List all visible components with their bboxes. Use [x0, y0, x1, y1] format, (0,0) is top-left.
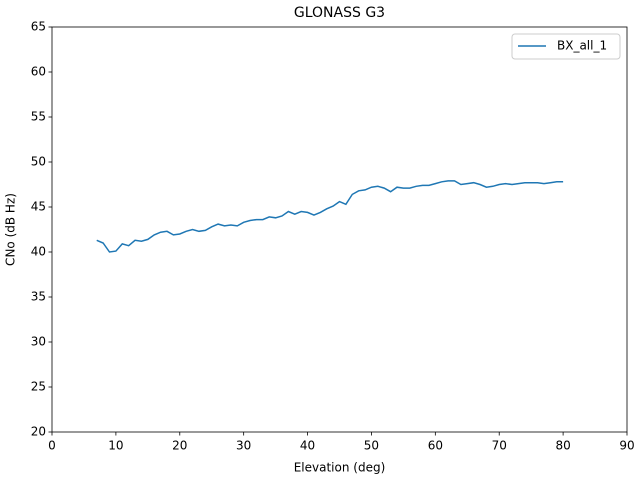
x-tick-label: 30: [236, 439, 251, 453]
chart-title: GLONASS G3: [294, 5, 385, 21]
y-tick-label: 40: [31, 245, 46, 259]
y-tick-label: 65: [31, 20, 46, 34]
y-tick-label: 50: [31, 155, 46, 169]
axes-frame: [51, 26, 628, 433]
y-tick-label: 25: [31, 380, 46, 394]
x-tick-label: 90: [619, 439, 634, 453]
legend-label: BX_all_1: [557, 39, 607, 53]
x-tick-label: 50: [364, 439, 379, 453]
x-tick-label: 10: [108, 439, 123, 453]
x-tick-label: 70: [492, 439, 507, 453]
y-tick-label: 55: [31, 110, 46, 124]
x-tick-label: 40: [300, 439, 315, 453]
legend-box: [511, 33, 621, 60]
x-tick-label: 0: [48, 439, 56, 453]
x-axis-label: Elevation (deg): [294, 461, 386, 475]
data-line: [96, 180, 564, 253]
x-tick-label: 80: [555, 439, 570, 453]
y-tick-label: 60: [31, 65, 46, 79]
y-tick-label: 35: [31, 290, 46, 304]
x-tick-label: 20: [172, 439, 187, 453]
y-axis-label: CNo (dB Hz): [4, 193, 18, 266]
x-tick-label: 60: [428, 439, 443, 453]
y-tick-label: 45: [31, 200, 46, 214]
y-tick-label: 20: [31, 425, 46, 439]
y-tick-label: 30: [31, 335, 46, 349]
